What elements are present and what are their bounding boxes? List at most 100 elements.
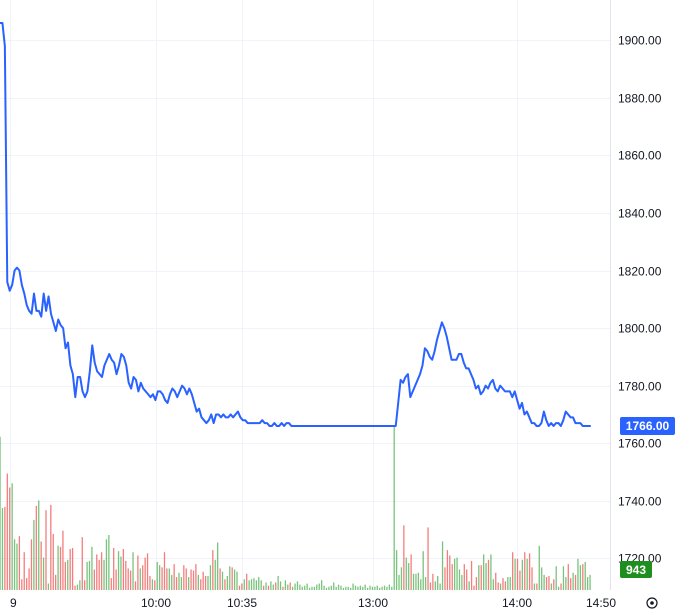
volume-bar (262, 585, 265, 590)
volume-bar (246, 573, 248, 590)
volume-bar (0, 436, 1, 590)
price-line (0, 22, 591, 427)
volume-bar (105, 539, 108, 590)
volume-bar (395, 550, 398, 590)
volume-bar (325, 587, 328, 590)
volume-bar (415, 573, 417, 590)
volume-bar (427, 527, 429, 590)
volume-bar (4, 506, 6, 590)
volume-bar (117, 551, 120, 590)
volume-bar (528, 553, 531, 590)
volume-bar (149, 575, 151, 590)
volume-bar (328, 586, 330, 590)
last-volume-badge-bg (620, 561, 652, 578)
volume-bar (144, 557, 146, 590)
volume-bar (166, 568, 168, 590)
volume-bar (287, 584, 289, 590)
volume-bar (526, 558, 528, 590)
volume-bar (466, 569, 468, 590)
volume-bar (219, 568, 221, 590)
price-axis[interactable]: 1900.00 1880.00 1860.00 1840.00 1820.00 1800.… (618, 34, 662, 566)
volume-bar (93, 569, 95, 590)
volume-bar (91, 546, 93, 590)
volume-bar (204, 575, 207, 590)
volume-bar (175, 577, 178, 590)
volume-bar (374, 586, 376, 590)
volume-bar (538, 545, 540, 590)
volume-bar (18, 536, 21, 590)
volume-bar (125, 560, 127, 590)
volume-bar (1, 508, 4, 590)
volume-bar (173, 564, 175, 590)
volume-bar (444, 567, 446, 590)
time-tick-label: 10:35 (227, 596, 257, 610)
volume-bar (137, 555, 139, 590)
volume-bar (412, 573, 415, 590)
volume-bar (541, 567, 543, 590)
volume-bar (458, 569, 461, 590)
settings-icon[interactable] (646, 597, 658, 609)
volume-bar (185, 568, 187, 590)
volume-bar (47, 583, 50, 590)
volume-bar (195, 564, 197, 590)
volume-bar (359, 585, 361, 590)
volume-bar (408, 563, 410, 590)
volume-bar (313, 586, 316, 590)
volume-bar (79, 580, 81, 590)
volume-bar (253, 578, 255, 590)
volume-bar (142, 565, 144, 590)
volume-bar (84, 580, 86, 590)
volume-bar (71, 547, 74, 590)
volume-bar (59, 546, 62, 590)
volume-bar (86, 561, 88, 590)
volume-bar (366, 587, 369, 590)
volume-bar (279, 581, 282, 590)
volume-bar (565, 577, 567, 590)
price-tick-label: 1860.00 (618, 149, 662, 163)
volume-bar (248, 580, 250, 590)
price-tick-label: 1820.00 (618, 265, 662, 279)
volume-bar (209, 565, 212, 590)
volume-bar (55, 574, 57, 590)
volume-bar (417, 572, 420, 590)
volume-bar (584, 561, 586, 590)
volume-bar (127, 568, 129, 590)
volume-bar (272, 584, 274, 590)
volume-bar (120, 556, 122, 590)
volume-bar (347, 586, 349, 590)
volume-bar (30, 539, 33, 590)
volume-bar (589, 574, 591, 590)
volume-bar (323, 585, 325, 590)
volume-bar (560, 583, 562, 590)
volume-bar (129, 570, 132, 590)
volume-bar (190, 569, 192, 590)
volume-bar (212, 550, 214, 590)
volume-bar (388, 584, 390, 590)
volume-bar (403, 525, 405, 590)
volume-bar (502, 578, 504, 590)
volume-bar (461, 574, 463, 590)
volume-bar (480, 565, 482, 590)
volume-bar (342, 587, 345, 590)
volume-bar (108, 535, 110, 590)
time-tick-label: 9 (10, 596, 17, 610)
volume-bar (405, 557, 407, 590)
volume-bar (311, 586, 313, 590)
volume-bar (13, 539, 16, 590)
volume-bar (33, 519, 35, 590)
volume-bar (11, 483, 13, 590)
volume-bar (536, 583, 538, 590)
volume-bar (567, 564, 569, 590)
volume-bar (110, 578, 112, 590)
volume-bar (217, 542, 219, 590)
volume-bar (202, 571, 204, 590)
chart-grid (0, 0, 610, 590)
last-price-badge: 1766.00 (620, 417, 675, 435)
last-volume-label: 943 (626, 563, 646, 577)
volume-bar (38, 500, 40, 590)
volume-bar (158, 565, 161, 590)
volume-bar (296, 581, 299, 590)
volume-bar (504, 581, 507, 590)
time-axis[interactable]: 9 10:00 10:35 13:00 14:00 14:50 (10, 596, 616, 610)
